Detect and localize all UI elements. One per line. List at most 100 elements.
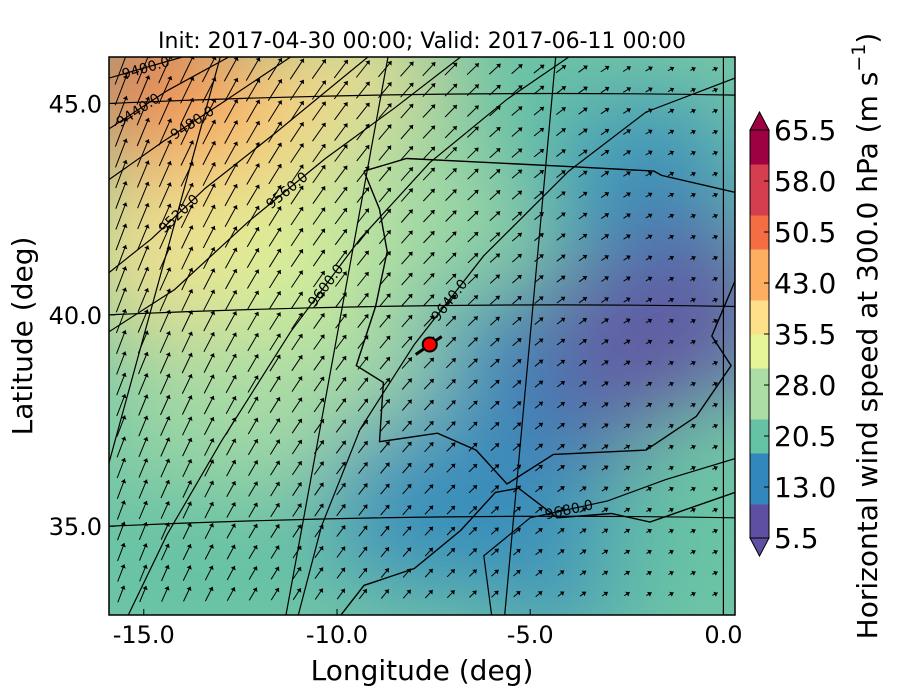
wind-arrow-head	[276, 312, 281, 317]
wind-arrow-head	[342, 250, 347, 255]
wind-arrow-head	[452, 83, 457, 89]
wind-arrow-head	[387, 82, 392, 87]
wind-arrow-head	[429, 294, 435, 299]
wind-arrow	[114, 117, 128, 147]
wind-arrow-head	[408, 82, 414, 88]
wind-arrow-head	[167, 97, 173, 102]
wind-arrow-head	[474, 84, 479, 89]
wind-arrow-head	[539, 128, 544, 133]
wind-arrow	[180, 161, 194, 187]
wind-arrow-head	[625, 423, 631, 429]
wind-arrow-head	[407, 357, 412, 362]
wind-arrow	[158, 75, 172, 105]
wind-arrow-head	[276, 185, 282, 190]
wind-arrow	[224, 247, 238, 269]
wind-arrow-head	[188, 183, 194, 188]
wind-arrow-head	[230, 587, 236, 592]
wind-arrow	[312, 186, 326, 204]
wind-arrow-head	[121, 330, 127, 335]
wind-arrow-head	[472, 527, 477, 532]
wind-arrow-head	[165, 352, 171, 357]
wind-arrow-head	[209, 395, 215, 401]
wind-arrow	[136, 75, 150, 105]
wind-arrow-head	[385, 399, 390, 404]
wind-arrow	[158, 182, 172, 208]
wind-arrow-head	[472, 548, 477, 553]
wind-arrow-head	[253, 417, 259, 423]
wind-arrow-head	[647, 297, 653, 303]
wind-arrow-head	[145, 75, 151, 80]
wind-arrow-head	[429, 357, 434, 363]
wind-arrow-head	[625, 339, 631, 345]
wind-arrow-head	[142, 522, 148, 527]
wind-arrow-head	[299, 122, 304, 127]
wind-arrow-head	[122, 117, 128, 122]
wind-arrow-head	[430, 62, 436, 67]
wind-arrow-head	[582, 318, 587, 323]
wind-arrow-head	[165, 458, 171, 464]
wind-arrow-head	[187, 395, 193, 400]
wind-arrow-head	[208, 544, 214, 549]
wind-arrow-head	[473, 210, 479, 216]
wind-arrow-head	[364, 293, 369, 298]
wind-arrow-head	[211, 141, 216, 146]
wind-arrow-head	[230, 566, 236, 571]
wind-arrow	[268, 227, 282, 247]
wind-arrow	[203, 246, 215, 270]
wind-arrow-head	[539, 191, 544, 196]
colorbar-tick-label: 43.0	[774, 267, 836, 300]
colorbar-tick-label: 13.0	[774, 471, 836, 504]
wind-arrow	[180, 182, 194, 208]
wind-arrow-head	[713, 507, 718, 513]
wind-arrow-head	[538, 486, 543, 491]
wind-arrow	[137, 224, 149, 250]
wind-arrow	[158, 160, 172, 188]
wind-arrow	[159, 352, 171, 374]
wind-arrow-head	[451, 421, 456, 426]
wind-arrow-head	[189, 98, 195, 103]
wind-arrow-head	[187, 480, 193, 485]
wind-arrow-head	[121, 372, 127, 378]
wind-arrow	[202, 183, 216, 207]
wind-arrow-head	[430, 83, 436, 88]
y-tick-label: 45.0	[49, 91, 102, 119]
colorbar-band	[750, 470, 769, 488]
wind-arrow-head	[253, 481, 258, 486]
wind-arrow-head	[277, 100, 283, 105]
wind-arrow-head	[539, 212, 544, 217]
wind-arrow-head	[385, 357, 390, 362]
wind-arrow-head	[538, 296, 544, 301]
wind-arrow-head	[253, 439, 259, 444]
wind-arrow-head	[255, 57, 261, 62]
wind-arrow-head	[495, 127, 501, 132]
wind-arrow-head	[319, 482, 324, 488]
wind-arrow-head	[166, 288, 172, 293]
wind-arrow-head	[516, 506, 521, 512]
wind-arrow-head	[625, 465, 630, 471]
wind-arrow-head	[187, 459, 193, 464]
wind-arrow-head	[385, 378, 390, 383]
wind-arrow-head	[318, 546, 324, 551]
colorbar-label-exponent: −1	[848, 44, 870, 72]
wind-arrow-head	[560, 338, 565, 344]
wind-arrow-head	[122, 160, 128, 165]
wind-arrow	[181, 373, 193, 395]
wind-arrow-head	[582, 128, 588, 134]
wind-arrow-head	[538, 317, 544, 322]
wind-arrow-head	[253, 375, 259, 380]
wind-arrow-head	[494, 548, 499, 554]
wind-arrow	[246, 248, 260, 268]
wind-arrow-head	[582, 297, 587, 302]
wind-arrow-head	[343, 81, 348, 86]
wind-arrow	[202, 140, 216, 166]
wind-arrow-head	[647, 192, 653, 198]
wind-arrow-head	[297, 461, 302, 466]
wind-arrow-head	[494, 590, 499, 596]
wind-arrow	[290, 227, 304, 247]
wind-arrow-head	[495, 274, 500, 280]
wind-arrow-head	[647, 213, 653, 219]
wind-arrow-head	[604, 65, 610, 71]
wind-arrow-head	[428, 547, 433, 553]
wind-arrow-head	[233, 162, 238, 168]
wind-arrow-head	[187, 374, 193, 379]
